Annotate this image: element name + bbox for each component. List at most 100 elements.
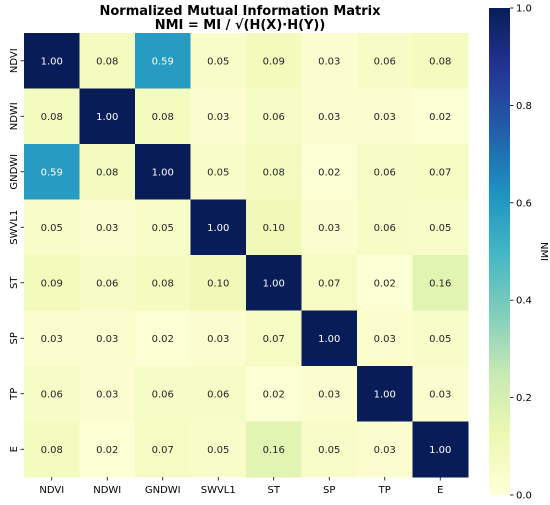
- cell-value-label: 0.07: [429, 167, 451, 178]
- heatmap-cell: [79, 144, 136, 200]
- heatmap-cell: [357, 88, 413, 145]
- heatmap-cell: [135, 144, 191, 200]
- cell-value-label: 1.00: [96, 112, 118, 123]
- heatmap-cell: [301, 310, 358, 367]
- cell-value-label: 0.05: [429, 223, 451, 234]
- heatmap-cell: [79, 199, 136, 256]
- heatmap-cell: [190, 88, 247, 145]
- cell-value-label: 0.59: [41, 167, 63, 178]
- heatmap-cell: [357, 199, 413, 256]
- heatmap-cell: [79, 366, 136, 422]
- heatmap-cell: [135, 421, 191, 478]
- heatmap-cell: [246, 255, 302, 311]
- heatmap-cell: [301, 144, 358, 200]
- heatmap-cell: [24, 310, 80, 367]
- colorbar: 0.0 0.2 0.4 0.6 0.8 1.0 NMI: [489, 4, 549, 502]
- heatmap-cell: [79, 421, 136, 478]
- cell-value-label: 0.05: [318, 445, 340, 456]
- heatmap-cell: [190, 421, 247, 478]
- heatmap-cell: [357, 421, 413, 478]
- heatmap-cell: [412, 144, 469, 200]
- cell-value-label: 0.03: [96, 223, 118, 234]
- heatmap-cell: [246, 33, 302, 89]
- cell-value-label: 1.00: [41, 56, 63, 67]
- cell-value-label: 0.08: [429, 56, 451, 67]
- y-tick-label: TP: [9, 388, 20, 401]
- y-tick-label: ST: [9, 276, 20, 289]
- cell-value-label: 0.06: [374, 223, 396, 234]
- x-tick-label: TP: [378, 485, 391, 496]
- cell-value-label: 0.03: [318, 56, 340, 67]
- heatmap-cell: [24, 255, 80, 311]
- cell-value-label: 0.08: [41, 112, 63, 123]
- cell-value-label: 0.03: [96, 334, 118, 345]
- cell-value-label: 0.02: [318, 167, 340, 178]
- x-tick-label: SWVL1: [201, 485, 236, 496]
- colorbar-label: NMI: [538, 242, 549, 261]
- heatmap-cell: [190, 255, 247, 311]
- heatmap-cell: [246, 144, 302, 200]
- cell-value-label: 0.16: [263, 445, 285, 456]
- heatmap-cell: [301, 33, 358, 89]
- cell-value-label: 0.06: [41, 389, 63, 400]
- heatmap-cell: [246, 366, 302, 422]
- x-tick-label: GNDWI: [145, 485, 181, 496]
- y-tick-label: SWVL1: [9, 210, 20, 245]
- heatmap-cell: [357, 144, 413, 200]
- heatmap-cells: 1.00 0.08 0.59 0.05 0.09 0.03 0.06 0.08 0.08 1.00…: [24, 33, 469, 478]
- cell-value-label: 0.03: [318, 223, 340, 234]
- cell-value-label: 0.08: [263, 167, 285, 178]
- heatmap-cell: [301, 199, 358, 256]
- heatmap-cell: [24, 33, 80, 89]
- colorbar-tick-label: 0.0: [516, 491, 532, 502]
- cell-value-label: 0.09: [41, 278, 63, 289]
- chart-title-line2: NMI = MI / √(H(X)·H(Y)): [155, 18, 326, 33]
- chart-title-line1: Normalized Mutual Information Matrix: [99, 4, 381, 19]
- cell-value-label: 0.02: [152, 334, 174, 345]
- heatmap-cell: [412, 421, 469, 478]
- heatmap-cell: [357, 33, 413, 89]
- cell-value-label: 0.05: [207, 445, 229, 456]
- colorbar-tick-label: 0.2: [516, 393, 532, 404]
- cell-value-label: 0.06: [263, 112, 285, 123]
- cell-value-label: 0.06: [207, 389, 229, 400]
- cell-value-label: 0.03: [41, 334, 63, 345]
- heatmap-cell: [412, 366, 469, 422]
- x-tick-label: ST: [268, 485, 281, 496]
- heatmap-cell: [412, 199, 469, 256]
- heatmap-cell: [135, 310, 191, 367]
- x-tick-label: E: [437, 485, 443, 496]
- heatmap-cell: [246, 199, 302, 256]
- heatmap-cell: [301, 255, 358, 311]
- cell-value-label: 0.08: [152, 278, 174, 289]
- cell-value-label: 0.08: [96, 167, 118, 178]
- cell-value-label: 0.07: [263, 334, 285, 345]
- heatmap-cell: [412, 310, 469, 367]
- cell-value-label: 0.06: [374, 167, 396, 178]
- colorbar-gradient: [489, 8, 510, 495]
- cell-value-label: 0.07: [152, 445, 174, 456]
- cell-value-label: 0.03: [318, 112, 340, 123]
- heatmap-cell: [24, 366, 80, 422]
- y-tick-labels: NDVI NDWI GNDWI SWVL1 ST SP TP E: [9, 48, 24, 452]
- heatmap-cell: [190, 366, 247, 422]
- heatmap-cell: [135, 255, 191, 311]
- x-tick-label: NDVI: [39, 485, 64, 496]
- cell-value-label: 0.10: [207, 278, 229, 289]
- heatmap-cell: [357, 366, 413, 422]
- cell-value-label: 0.06: [152, 389, 174, 400]
- heatmap-cell: [246, 421, 302, 478]
- y-tick-label: SP: [9, 332, 20, 344]
- cell-value-label: 0.05: [152, 223, 174, 234]
- heatmap-cell: [412, 88, 469, 145]
- heatmap-cell: [412, 255, 469, 311]
- cell-value-label: 0.05: [41, 223, 63, 234]
- x-tick-label: SP: [323, 485, 335, 496]
- heatmap-cell: [190, 144, 247, 200]
- heatmap-cell: [357, 310, 413, 367]
- cell-value-label: 0.05: [207, 56, 229, 67]
- colorbar-tick-label: 0.4: [516, 296, 532, 307]
- heatmap-cell: [301, 88, 358, 145]
- cell-value-label: 0.08: [96, 56, 118, 67]
